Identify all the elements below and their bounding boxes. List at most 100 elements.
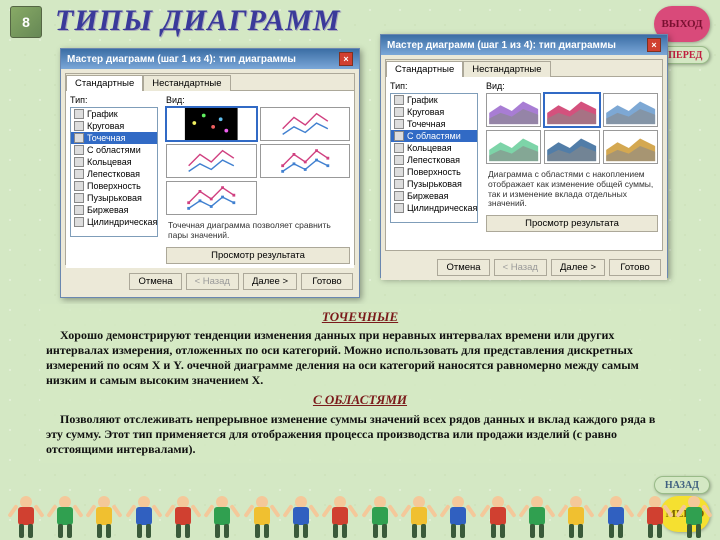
kid-icon xyxy=(129,492,159,540)
heading-scatter: ТОЧЕЧНЫЕ xyxy=(46,309,674,325)
wizard-finish-button[interactable]: Готово xyxy=(609,259,661,276)
preview-grid xyxy=(486,93,658,164)
paragraph-area: Позволяют отслеживать непрерывное измене… xyxy=(46,412,674,457)
type-item[interactable]: Цилиндрическая xyxy=(391,202,477,214)
type-label: Пузырьковая xyxy=(87,193,142,203)
dialog-content: Тип: ГрафикКруговаяТочечнаяС областями Ко… xyxy=(386,76,662,250)
kid-icon xyxy=(561,492,591,540)
type-item[interactable]: Точечная xyxy=(391,118,477,130)
kid-icon xyxy=(168,492,198,540)
preview-thumb[interactable] xyxy=(486,130,541,164)
type-item[interactable]: Пузырьковая xyxy=(391,178,477,190)
type-icon xyxy=(394,203,404,213)
close-icon[interactable]: × xyxy=(339,52,353,66)
cancel-button[interactable]: Отмена xyxy=(437,259,489,276)
wizard-next-button[interactable]: Далее > xyxy=(551,259,605,276)
dialog-body: Стандартные Нестандартные Тип: ГрафикКру… xyxy=(385,59,663,251)
kid-icon xyxy=(522,492,552,540)
type-item[interactable]: С областями xyxy=(391,130,477,142)
type-item[interactable]: График xyxy=(71,108,157,120)
type-item[interactable]: Биржевая xyxy=(391,190,477,202)
type-label: График xyxy=(87,109,118,119)
tab-bar: Стандартные Нестандартные xyxy=(386,60,662,76)
type-item[interactable]: Поверхность xyxy=(71,180,157,192)
type-label: Цилиндрическая xyxy=(87,217,157,227)
preview-thumb[interactable] xyxy=(603,93,658,127)
dialog-titlebar[interactable]: Мастер диаграмм (шаг 1 из 4): тип диагра… xyxy=(381,35,667,55)
type-icon xyxy=(394,179,404,189)
wizard-next-button[interactable]: Далее > xyxy=(243,273,297,290)
type-label: С областями xyxy=(407,131,461,141)
tab-nonstandard[interactable]: Нестандартные xyxy=(463,61,550,77)
dialog-title: Мастер диаграмм (шаг 1 из 4): тип диагра… xyxy=(387,40,616,51)
preview-thumb[interactable] xyxy=(544,93,599,127)
preview-thumb[interactable] xyxy=(260,107,351,141)
type-label: Кольцевая xyxy=(407,143,452,153)
kid-icon xyxy=(89,492,119,540)
type-item[interactable]: Лепестковая xyxy=(71,168,157,180)
paragraph-scatter: Хорошо демонстрируют тенденции изменения… xyxy=(46,328,674,388)
type-listbox[interactable]: ГрафикКруговаяТочечнаяС областями Кольцев… xyxy=(390,93,478,223)
type-item[interactable]: Пузырьковая xyxy=(71,192,157,204)
page-title: ТИПЫ ДИАГРАММ xyxy=(55,4,341,38)
type-icon xyxy=(74,193,84,203)
kid-icon xyxy=(11,492,41,540)
type-icon xyxy=(74,109,84,119)
type-icon xyxy=(394,143,404,153)
type-label: Поверхность xyxy=(407,167,461,177)
type-label: Биржевая xyxy=(407,191,449,201)
preview-thumb[interactable] xyxy=(166,107,257,141)
type-item[interactable]: Кольцевая xyxy=(391,142,477,154)
type-label: График xyxy=(407,95,438,105)
kid-icon xyxy=(325,492,355,540)
view-column: Вид: Диаграмма с областями с накоплением… xyxy=(482,77,662,250)
kid-icon xyxy=(483,492,513,540)
type-item[interactable]: Кольцевая xyxy=(71,156,157,168)
type-item[interactable]: Круговая xyxy=(71,120,157,132)
preview-thumb[interactable] xyxy=(544,130,599,164)
type-item[interactable]: Цилиндрическая xyxy=(71,216,157,228)
close-icon[interactable]: × xyxy=(647,38,661,52)
preview-description: Точечная диаграмма позволяет сравнить па… xyxy=(166,219,350,243)
slide-number-badge: 8 xyxy=(10,6,42,38)
type-listbox[interactable]: ГрафикКруговаяТочечнаяС областямиКольцев… xyxy=(70,107,158,237)
heading-area: С ОБЛАСТЯМИ xyxy=(46,392,674,408)
type-item[interactable]: Биржевая xyxy=(71,204,157,216)
tab-standard[interactable]: Стандартные xyxy=(66,75,143,91)
preview-thumb[interactable] xyxy=(260,144,351,178)
cancel-button[interactable]: Отмена xyxy=(129,273,181,290)
kids-border-decoration xyxy=(0,486,720,540)
type-item[interactable]: Поверхность xyxy=(391,166,477,178)
dialog-body: Стандартные Нестандартные Тип: ГрафикКру… xyxy=(65,73,355,265)
type-item[interactable]: Лепестковая xyxy=(391,154,477,166)
type-item[interactable]: Точечная xyxy=(71,132,157,144)
slide-number: 8 xyxy=(22,14,30,30)
type-label: Лепестковая xyxy=(87,169,140,179)
type-icon xyxy=(394,155,404,165)
preview-thumb[interactable] xyxy=(166,144,257,178)
kid-icon xyxy=(365,492,395,540)
type-icon xyxy=(74,205,84,215)
type-column: Тип: ГрафикКруговаяТочечнаяС областямиКо… xyxy=(66,91,162,268)
preview-result-button[interactable]: Просмотр результата xyxy=(166,247,350,264)
dialog-titlebar[interactable]: Мастер диаграмм (шаг 1 из 4): тип диагра… xyxy=(61,49,359,69)
type-icon xyxy=(74,217,84,227)
type-item[interactable]: С областями xyxy=(71,144,157,156)
preview-thumb[interactable] xyxy=(486,93,541,127)
view-label: Вид: xyxy=(166,95,350,105)
kid-icon xyxy=(50,492,80,540)
preview-description: Диаграмма с областями с накоплением отоб… xyxy=(486,168,658,211)
preview-result-button[interactable]: Просмотр результата xyxy=(486,215,658,232)
type-label: Кольцевая xyxy=(87,157,132,167)
preview-thumb[interactable] xyxy=(603,130,658,164)
type-icon xyxy=(394,167,404,177)
preview-thumb[interactable] xyxy=(166,181,257,215)
view-label: Вид: xyxy=(486,81,658,91)
type-label: Тип: xyxy=(390,81,478,91)
type-item[interactable]: Круговая xyxy=(391,106,477,118)
tab-nonstandard[interactable]: Нестандартные xyxy=(143,75,230,91)
type-item[interactable]: График xyxy=(391,94,477,106)
type-icon xyxy=(394,107,404,117)
tab-standard[interactable]: Стандартные xyxy=(386,61,463,77)
wizard-finish-button[interactable]: Готово xyxy=(301,273,353,290)
